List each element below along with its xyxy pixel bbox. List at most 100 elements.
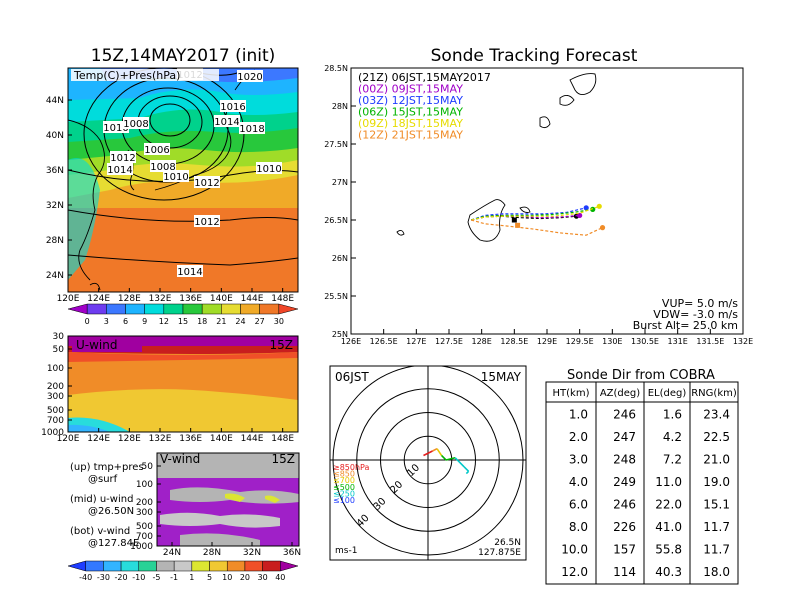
- table-cell: 3.0: [569, 453, 588, 467]
- wind-colorbar-tick: 5: [207, 573, 212, 582]
- wind-colorbar-tick: 30: [258, 573, 268, 582]
- colorbar-tick: 0: [85, 317, 90, 326]
- table-cell: 55.8: [655, 543, 682, 557]
- u-wind-band: [68, 389, 298, 432]
- v-wind-label: V-wind: [160, 452, 200, 466]
- colorbar-tick: 3: [104, 317, 109, 326]
- wind-colorbar-swatch: [103, 560, 122, 572]
- note-mid-level: @26.50N: [88, 506, 134, 517]
- wind-colorbar-swatch: [244, 560, 263, 572]
- cobra-table-panel: Sonde Dir from COBRA HT(km) AZ(deg) EL(deg…: [545, 368, 739, 585]
- track-y-label: 25N: [332, 330, 348, 339]
- track-x-label: 130.5E: [631, 337, 659, 346]
- table-cell: 15.1: [703, 498, 730, 512]
- map-lon-label: 120E: [57, 294, 80, 304]
- wind-colorbar-tick: -1: [170, 573, 178, 582]
- ascent-speed: VUP= 5.0 m/s: [662, 297, 738, 310]
- u-wind-x-label: 124E: [87, 434, 110, 444]
- wind-colorbar-swatch: [138, 560, 157, 572]
- u-wind-band: [68, 336, 298, 346]
- v-wind-band: [180, 533, 260, 546]
- hodograph-segment: [432, 448, 438, 452]
- isobar-label: 1016: [220, 102, 245, 113]
- table-cell: 246: [613, 498, 636, 512]
- table-cell: 12.0: [561, 565, 588, 579]
- map-lat-labels: 44N 40N 36N 32N 28N 24N: [46, 96, 72, 281]
- v-wind-y-label: 1000: [130, 542, 153, 552]
- isobar-label-group: 1020 1016 1014 1018 1010 1008 1006 1012 …: [103, 68, 282, 278]
- table-cell: 8.0: [569, 520, 588, 534]
- track-line: [471, 219, 603, 236]
- pressure-legend-entry: ≤500: [333, 483, 355, 492]
- wind-colorbar-swatch: [262, 560, 281, 572]
- v-wind-band: [225, 493, 245, 502]
- hodograph-segment: [454, 457, 465, 468]
- track-x-label: 128E: [472, 337, 492, 346]
- pressure-legend: ≥850hPa≤850≤700≤500≤250≤100: [333, 463, 370, 505]
- isobar-label: 1012: [110, 153, 135, 164]
- map-lat-label: 36N: [46, 166, 64, 176]
- colorbar-tick: 30: [274, 317, 284, 326]
- track-line: [471, 215, 577, 221]
- sonde-burst-point: [511, 217, 517, 223]
- track-line: [471, 207, 587, 221]
- u-wind-y-label: 30: [53, 332, 65, 342]
- track-legend-entry: (21Z) 06JST,15MAY2017: [358, 71, 491, 84]
- sonde-track-panel: Sonde Tracking Forecast 126E 126.5E 127E 12…: [324, 46, 753, 346]
- map-lat-label: 44N: [46, 96, 64, 106]
- track-x-label: 126E: [341, 337, 361, 346]
- map-lon-label: 144E: [241, 294, 264, 304]
- isobar-label: 1010: [163, 172, 188, 183]
- track-y-label: 26.5N: [324, 216, 348, 225]
- hodograph-segment: [445, 456, 456, 461]
- wind-colorbar-swatch: [173, 560, 193, 572]
- sonde-burst-point: [515, 222, 521, 228]
- colorbar-swatch: [86, 303, 107, 315]
- isobar-label: 1018: [239, 124, 264, 135]
- map-lon-labels: 120E 124E 128E 132E 136E 140E 144E 148E: [57, 288, 294, 304]
- hodograph-unit: ms-1: [335, 546, 357, 556]
- track-end-point: [590, 206, 596, 212]
- panel-notes: (up) tmp+pres @surf (mid) u-wind @26.50N…: [70, 462, 144, 549]
- track-parameters: VUP= 5.0 m/s VDW= -3.0 m/s Burst Alt= 25…: [633, 297, 739, 332]
- hodograph-lat: 26.5N: [494, 538, 521, 548]
- table-cell: 22.0: [655, 498, 682, 512]
- hodograph-time: 06JST: [335, 370, 369, 384]
- isobar-label: 1020: [237, 72, 262, 83]
- track-end-point: [577, 212, 583, 219]
- track-end-point: [599, 225, 606, 231]
- v-wind-y-label: 200: [136, 498, 153, 508]
- note-bot: (bot) v-wind: [70, 526, 130, 537]
- u-wind-x-label: 128E: [118, 434, 141, 444]
- wind-colorbar-tick: 20: [240, 573, 250, 582]
- map-field: 1020 1016 1014 1018 1010 1008 1006 1012 …: [68, 68, 298, 292]
- u-wind-y-label: 50: [53, 345, 65, 355]
- table-cell: 19.0: [703, 475, 730, 489]
- note-bot-level: @127.84E: [88, 538, 139, 549]
- map-lat-label: 28N: [46, 236, 64, 246]
- hodograph-segment: [463, 466, 470, 472]
- v-wind-y-label: 50: [142, 462, 154, 472]
- track-title: Sonde Tracking Forecast: [431, 46, 638, 66]
- track-legend-entry: (06Z) 15JST,15MAY: [358, 106, 463, 119]
- colorbar-swatch: [240, 303, 260, 315]
- isobar-label: 1008: [150, 162, 175, 173]
- hodograph-segment: [440, 454, 447, 461]
- wind-colorbar-tick: -20: [115, 573, 128, 582]
- u-wind-y-label: 500: [47, 406, 64, 416]
- wind-colorbar-tick: 10: [222, 573, 232, 582]
- wind-colorbar-tick: -10: [132, 573, 145, 582]
- isobar-label: 1014: [214, 117, 239, 128]
- u-wind-band: [68, 358, 298, 372]
- colorbar-swatch: [163, 303, 184, 315]
- wind-colorbar: -40 -30 -20 -10 -5 -1 1 5 10 20 30 40: [67, 560, 299, 582]
- colorbar-tick: 24: [235, 317, 245, 326]
- track-y-label: 27.5N: [324, 140, 348, 149]
- v-wind-x-label: 28N: [203, 548, 221, 558]
- u-wind-y-label: 200: [47, 382, 64, 392]
